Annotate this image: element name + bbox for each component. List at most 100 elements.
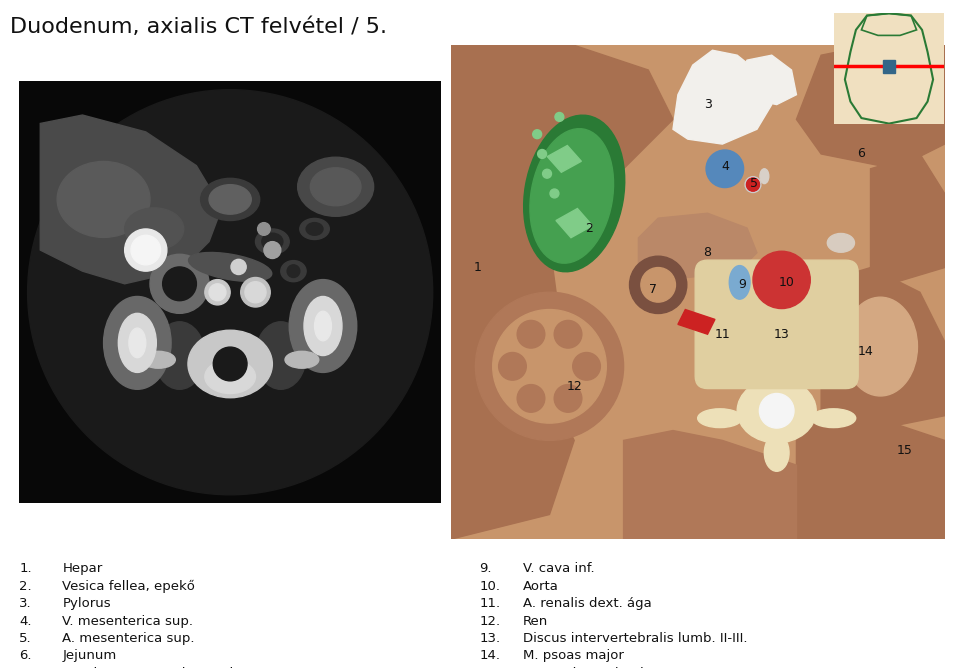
Ellipse shape <box>828 234 854 253</box>
Circle shape <box>231 259 246 275</box>
Ellipse shape <box>811 409 855 428</box>
Text: 4: 4 <box>721 160 729 173</box>
Text: 3.: 3. <box>19 597 32 610</box>
Ellipse shape <box>58 162 150 237</box>
Circle shape <box>258 222 270 235</box>
Circle shape <box>241 277 270 307</box>
Text: 12.: 12. <box>480 615 501 627</box>
Circle shape <box>163 267 197 301</box>
Circle shape <box>629 257 687 313</box>
Ellipse shape <box>698 409 742 428</box>
Ellipse shape <box>287 265 300 277</box>
Ellipse shape <box>200 178 260 220</box>
Text: Ren: Ren <box>523 615 548 627</box>
Ellipse shape <box>129 328 146 357</box>
Text: A. mesenterica sup.: A. mesenterica sup. <box>62 632 195 645</box>
Circle shape <box>641 268 675 302</box>
Circle shape <box>745 176 760 192</box>
Circle shape <box>529 347 570 386</box>
Text: Duodenum, pars descendens: Duodenum, pars descendens <box>62 667 257 668</box>
Polygon shape <box>639 213 757 277</box>
Text: V. mesenterica sup.: V. mesenterica sup. <box>62 615 194 627</box>
Circle shape <box>706 150 743 188</box>
Text: 1: 1 <box>474 261 481 274</box>
Polygon shape <box>451 366 574 539</box>
Text: 7: 7 <box>649 283 657 297</box>
Circle shape <box>213 347 247 381</box>
Text: Pylorus: Pylorus <box>62 597 111 610</box>
Ellipse shape <box>300 218 329 240</box>
Ellipse shape <box>315 311 332 341</box>
Text: 13.: 13. <box>480 632 501 645</box>
Polygon shape <box>871 154 945 283</box>
Ellipse shape <box>760 169 769 184</box>
Polygon shape <box>796 45 945 169</box>
Circle shape <box>205 280 230 305</box>
FancyBboxPatch shape <box>695 260 858 389</box>
Text: 7.: 7. <box>19 667 32 668</box>
Ellipse shape <box>530 129 614 263</box>
Polygon shape <box>623 431 796 539</box>
Circle shape <box>554 321 582 348</box>
Text: 9.: 9. <box>480 562 492 575</box>
Ellipse shape <box>255 229 290 255</box>
Circle shape <box>245 282 266 303</box>
Circle shape <box>499 353 526 380</box>
Ellipse shape <box>281 261 306 282</box>
Circle shape <box>753 251 810 309</box>
Ellipse shape <box>290 280 357 373</box>
Ellipse shape <box>142 351 175 368</box>
Circle shape <box>150 255 209 313</box>
Circle shape <box>131 235 160 265</box>
Polygon shape <box>737 55 796 105</box>
Ellipse shape <box>285 351 318 368</box>
Text: 6.: 6. <box>19 649 32 662</box>
Text: 15: 15 <box>898 444 913 457</box>
Text: 11: 11 <box>714 328 730 341</box>
Polygon shape <box>40 115 222 284</box>
Circle shape <box>125 229 167 271</box>
Circle shape <box>517 385 545 412</box>
Polygon shape <box>678 309 715 334</box>
Polygon shape <box>556 208 593 238</box>
Circle shape <box>209 284 226 301</box>
Text: 6: 6 <box>856 148 865 160</box>
Ellipse shape <box>304 297 342 355</box>
Circle shape <box>550 189 559 198</box>
Bar <box>883 59 895 73</box>
Text: Aorta: Aorta <box>523 580 558 593</box>
Polygon shape <box>796 415 945 539</box>
Text: 11.: 11. <box>480 597 501 610</box>
Text: Jejunum: Jejunum <box>62 649 117 662</box>
Ellipse shape <box>189 253 271 281</box>
Text: 2.: 2. <box>19 580 32 593</box>
Text: 14.: 14. <box>480 649 501 662</box>
Text: 10: 10 <box>779 276 794 289</box>
Text: M. psoas major: M. psoas major <box>523 649 623 662</box>
Text: 9: 9 <box>738 279 746 291</box>
Text: 10.: 10. <box>480 580 501 593</box>
Text: M. quadratus lumborum: M. quadratus lumborum <box>523 667 683 668</box>
Circle shape <box>532 130 542 139</box>
Polygon shape <box>821 268 945 431</box>
Ellipse shape <box>311 168 361 206</box>
Circle shape <box>543 169 551 178</box>
Circle shape <box>264 242 281 259</box>
Text: 3: 3 <box>704 98 712 111</box>
Text: 8: 8 <box>704 246 712 259</box>
Ellipse shape <box>104 297 171 389</box>
Text: A. renalis dext. ága: A. renalis dext. ága <box>523 597 651 610</box>
Ellipse shape <box>524 115 624 272</box>
Ellipse shape <box>262 233 283 250</box>
Text: Hepar: Hepar <box>62 562 103 575</box>
Circle shape <box>517 321 545 348</box>
Ellipse shape <box>118 313 156 373</box>
Ellipse shape <box>306 222 323 235</box>
Circle shape <box>746 178 760 191</box>
Polygon shape <box>451 169 559 391</box>
Circle shape <box>554 385 582 412</box>
Ellipse shape <box>729 266 750 299</box>
Text: 5.: 5. <box>19 632 32 645</box>
Ellipse shape <box>154 322 205 389</box>
Ellipse shape <box>843 297 918 396</box>
